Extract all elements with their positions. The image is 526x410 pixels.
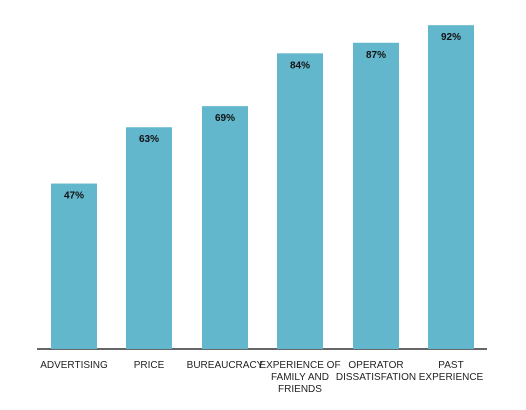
- bar-experience-of-family-and-friends: [277, 53, 323, 349]
- value-label: 63%: [139, 134, 159, 145]
- category-label: EXPERIENCE OF FAMILY AND FRIENDS: [259, 360, 340, 395]
- category-label: PRICE: [134, 360, 165, 371]
- value-label: 69%: [215, 113, 235, 124]
- value-label: 84%: [290, 60, 310, 71]
- bar-operator-dissatisfation: [353, 42, 399, 349]
- value-label: 92%: [441, 32, 461, 43]
- category-label: BUREAUCRACY: [187, 360, 264, 371]
- bar-bureaucracy: [202, 106, 248, 350]
- category-label: ADVERTISING: [40, 360, 108, 371]
- category-label: PAST EXPERIENCE: [419, 360, 484, 383]
- value-label: 87%: [366, 50, 386, 61]
- bar-price: [126, 127, 172, 350]
- bar-past-experience: [428, 25, 474, 349]
- value-label: 47%: [64, 191, 84, 202]
- category-label: OPERATOR DISSATISFATION: [336, 360, 416, 383]
- bar-advertising: [51, 183, 97, 349]
